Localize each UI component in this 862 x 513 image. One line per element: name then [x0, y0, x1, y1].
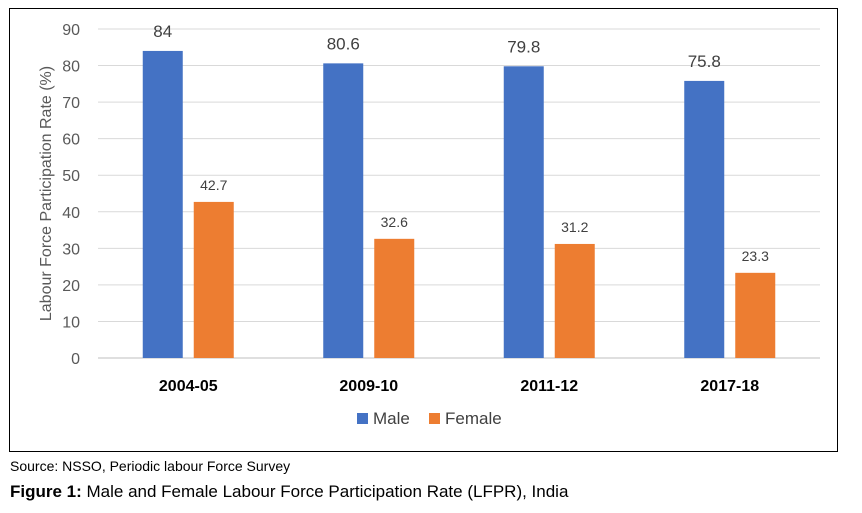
legend-label-female: Female — [445, 409, 502, 428]
bar-female-2009-10 — [374, 238, 415, 358]
x-tick-label: 2004-05 — [159, 378, 218, 395]
source-note: Source: NSSO, Periodic labour Force Surv… — [10, 458, 291, 474]
x-tick-label: 2017-18 — [700, 378, 759, 395]
data-label-male: 79.8 — [507, 37, 540, 56]
figure-caption-prefix: Figure 1: — [10, 482, 82, 501]
data-label-female: 32.6 — [381, 214, 408, 230]
bar-female-2011-12 — [554, 243, 595, 358]
legend-label-male: Male — [373, 409, 410, 428]
figure-caption: Figure 1: Male and Female Labour Force P… — [10, 482, 568, 502]
data-label-female: 23.3 — [742, 248, 769, 264]
y-tick-label: 80 — [62, 59, 80, 76]
y-tick-label: 30 — [62, 241, 80, 258]
bar-female-2004-05 — [193, 201, 234, 358]
data-label-female: 31.2 — [561, 219, 588, 235]
figure-caption-text: Male and Female Labour Force Participati… — [81, 482, 569, 501]
y-tick-label: 60 — [62, 132, 80, 149]
bar-male-2004-05 — [142, 50, 183, 358]
bar-male-2009-10 — [323, 63, 364, 359]
x-tick-label: 2011-12 — [520, 378, 578, 395]
y-tick-label: 0 — [71, 351, 80, 368]
data-label-male: 80.6 — [327, 34, 360, 53]
data-label-male: 75.8 — [688, 52, 721, 71]
legend-swatch-female — [429, 413, 440, 424]
y-tick-label: 10 — [62, 314, 80, 331]
bar-female-2017-18 — [735, 272, 776, 358]
x-tick-label: 2009-10 — [339, 378, 398, 395]
y-tick-label: 40 — [62, 205, 80, 222]
bar-chart: 0 10 20 30 40 50 60 70 80 90 Labour Force Particip… — [38, 22, 820, 428]
y-tick-label: 50 — [62, 168, 80, 185]
chart-frame: 0 10 20 30 40 50 60 70 80 90 Labour Force Particip… — [9, 8, 838, 452]
y-tick-label: 20 — [62, 278, 80, 295]
bar-male-2011-12 — [503, 66, 544, 358]
data-label-male: 84 — [153, 22, 172, 41]
bar-male-2017-18 — [684, 80, 725, 359]
y-tick-label: 90 — [62, 22, 80, 39]
y-tick-label: 70 — [62, 95, 80, 112]
y-axis-title: Labour Force Participation Rate (%) — [38, 66, 55, 321]
data-label-female: 42.7 — [200, 177, 227, 193]
legend-swatch-male — [357, 413, 368, 424]
